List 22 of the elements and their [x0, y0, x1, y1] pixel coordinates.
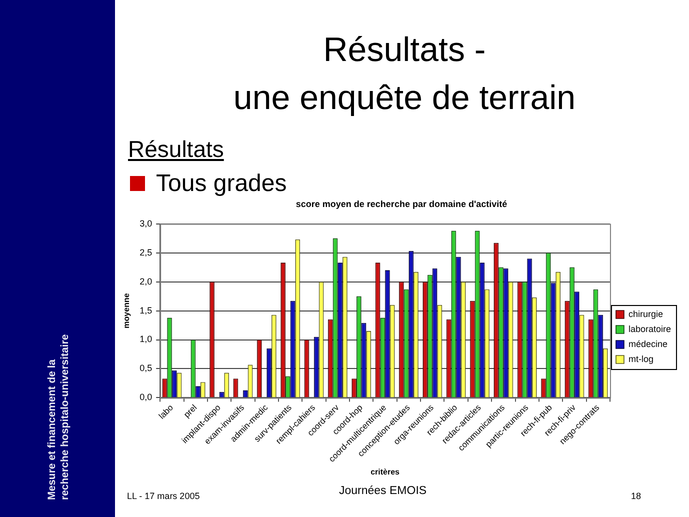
- chart-title: Résultats - une enquête de terrain: [232, 30, 577, 119]
- x-axis-title: critères: [370, 467, 400, 476]
- text: Tous grades: [156, 170, 287, 198]
- y-tick-label: 3,0: [140, 218, 152, 228]
- y-tick-label: 2,5: [140, 247, 152, 258]
- legend-label: médecine: [628, 338, 668, 349]
- chart-subtitle: score moyen de recherche par domaine d'activité: [296, 198, 508, 209]
- y-tick-label: 1,5: [140, 305, 152, 316]
- y-axis-title: moyenne: [122, 292, 132, 328]
- text: Journées EMOIS: [339, 485, 427, 497]
- text: Mesure et financement de la recherche hospitalo-universitaire: [46, 334, 72, 500]
- legend-label: mt-log: [628, 354, 654, 364]
- y-tick-label: 0,5: [140, 363, 152, 374]
- y-tick-label: 1,0: [140, 334, 152, 344]
- x-tick-label: labo: [156, 402, 176, 421]
- legend-label: laboratoire: [628, 324, 672, 334]
- text: Résultats: [128, 136, 224, 163]
- legend-label: chirurgie: [628, 308, 663, 319]
- text: LL - 17 mars 2005: [127, 491, 200, 501]
- y-tick-label: 0,0: [140, 392, 152, 402]
- y-tick-label: 2,0: [140, 276, 152, 286]
- text: 18: [631, 491, 642, 501]
